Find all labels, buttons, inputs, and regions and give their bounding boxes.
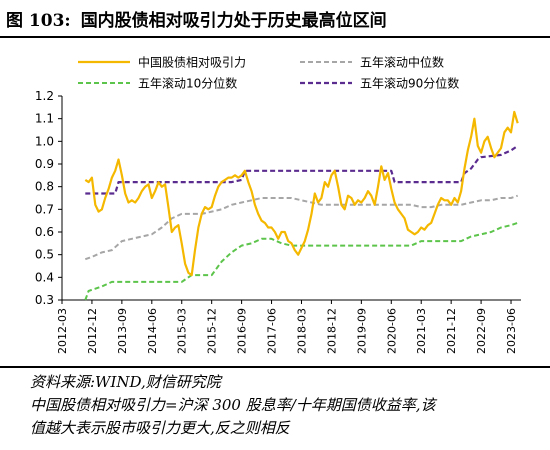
legend-label-1: 中国股债相对吸引力: [138, 55, 246, 70]
series-line-1: [84, 110, 519, 277]
y-tick-label: 0.4: [35, 270, 54, 284]
x-tick-label: 2014-06: [146, 308, 159, 354]
figure-number: 图 103:: [6, 10, 71, 31]
x-tick-label: 2018-12: [325, 308, 338, 354]
y-tick-label: 0.8: [35, 180, 54, 194]
figure-notes: 资料来源:WIND,财信研究院 中国股债相对吸引力=沪深 300 股息率/十年期…: [30, 371, 545, 440]
x-tick-label: 2017-06: [266, 308, 279, 354]
y-tick-label: 0.9: [35, 157, 54, 171]
top-rule: [0, 36, 550, 38]
x-tick-label: 2018-03: [295, 308, 308, 354]
x-tick-label: 2019-09: [355, 308, 368, 354]
definition-note-line-2: 值越大表示股市吸引力更大,反之则相反: [30, 419, 290, 437]
x-tick-label: 2021-03: [415, 308, 428, 354]
legend-label-3: 五年滚动10分位数: [138, 76, 237, 91]
x-tick-label: 2012-12: [86, 308, 99, 354]
series-line-3: [84, 221, 519, 301]
series-line-2: [84, 194, 519, 261]
y-tick-label: 1.2: [35, 89, 54, 103]
x-tick-label: 2013-09: [116, 308, 129, 354]
y-tick-label: 0.6: [35, 225, 54, 239]
y-tick-label: 1.0: [35, 134, 54, 148]
x-tick-label: 2020-06: [385, 308, 398, 354]
y-tick-label: 1.1: [35, 112, 54, 126]
y-tick-label: 0.3: [35, 293, 54, 307]
source-note: 资料来源:WIND,财信研究院: [30, 373, 221, 391]
y-tick-label: 0.5: [35, 248, 54, 262]
x-tick-label: 2022-09: [475, 308, 488, 354]
definition-note-line-1: 中国股债相对吸引力=沪深 300 股息率/十年期国债收益率,该: [30, 396, 436, 414]
series-line-4: [85, 144, 519, 195]
y-tick-label: 0.7: [35, 202, 54, 216]
legend-label-4: 五年滚动90分位数: [360, 76, 459, 91]
figure-title-text: 国内股债相对吸引力处于历史最高位区间: [80, 10, 387, 31]
x-tick-label: 2016-09: [236, 308, 249, 354]
legend-label-2: 五年滚动中位数: [360, 55, 444, 70]
bottom-rule: [0, 366, 550, 368]
x-tick-label: 2012-03: [56, 308, 69, 354]
x-tick-label: 2015-12: [206, 308, 219, 354]
figure-title: 图 103: 国内股债相对吸引力处于历史最高位区间: [0, 0, 550, 36]
x-tick-label: 2015-03: [176, 308, 189, 354]
x-tick-label: 2021-12: [445, 308, 458, 354]
x-tick-label: 2023-06: [505, 308, 518, 354]
